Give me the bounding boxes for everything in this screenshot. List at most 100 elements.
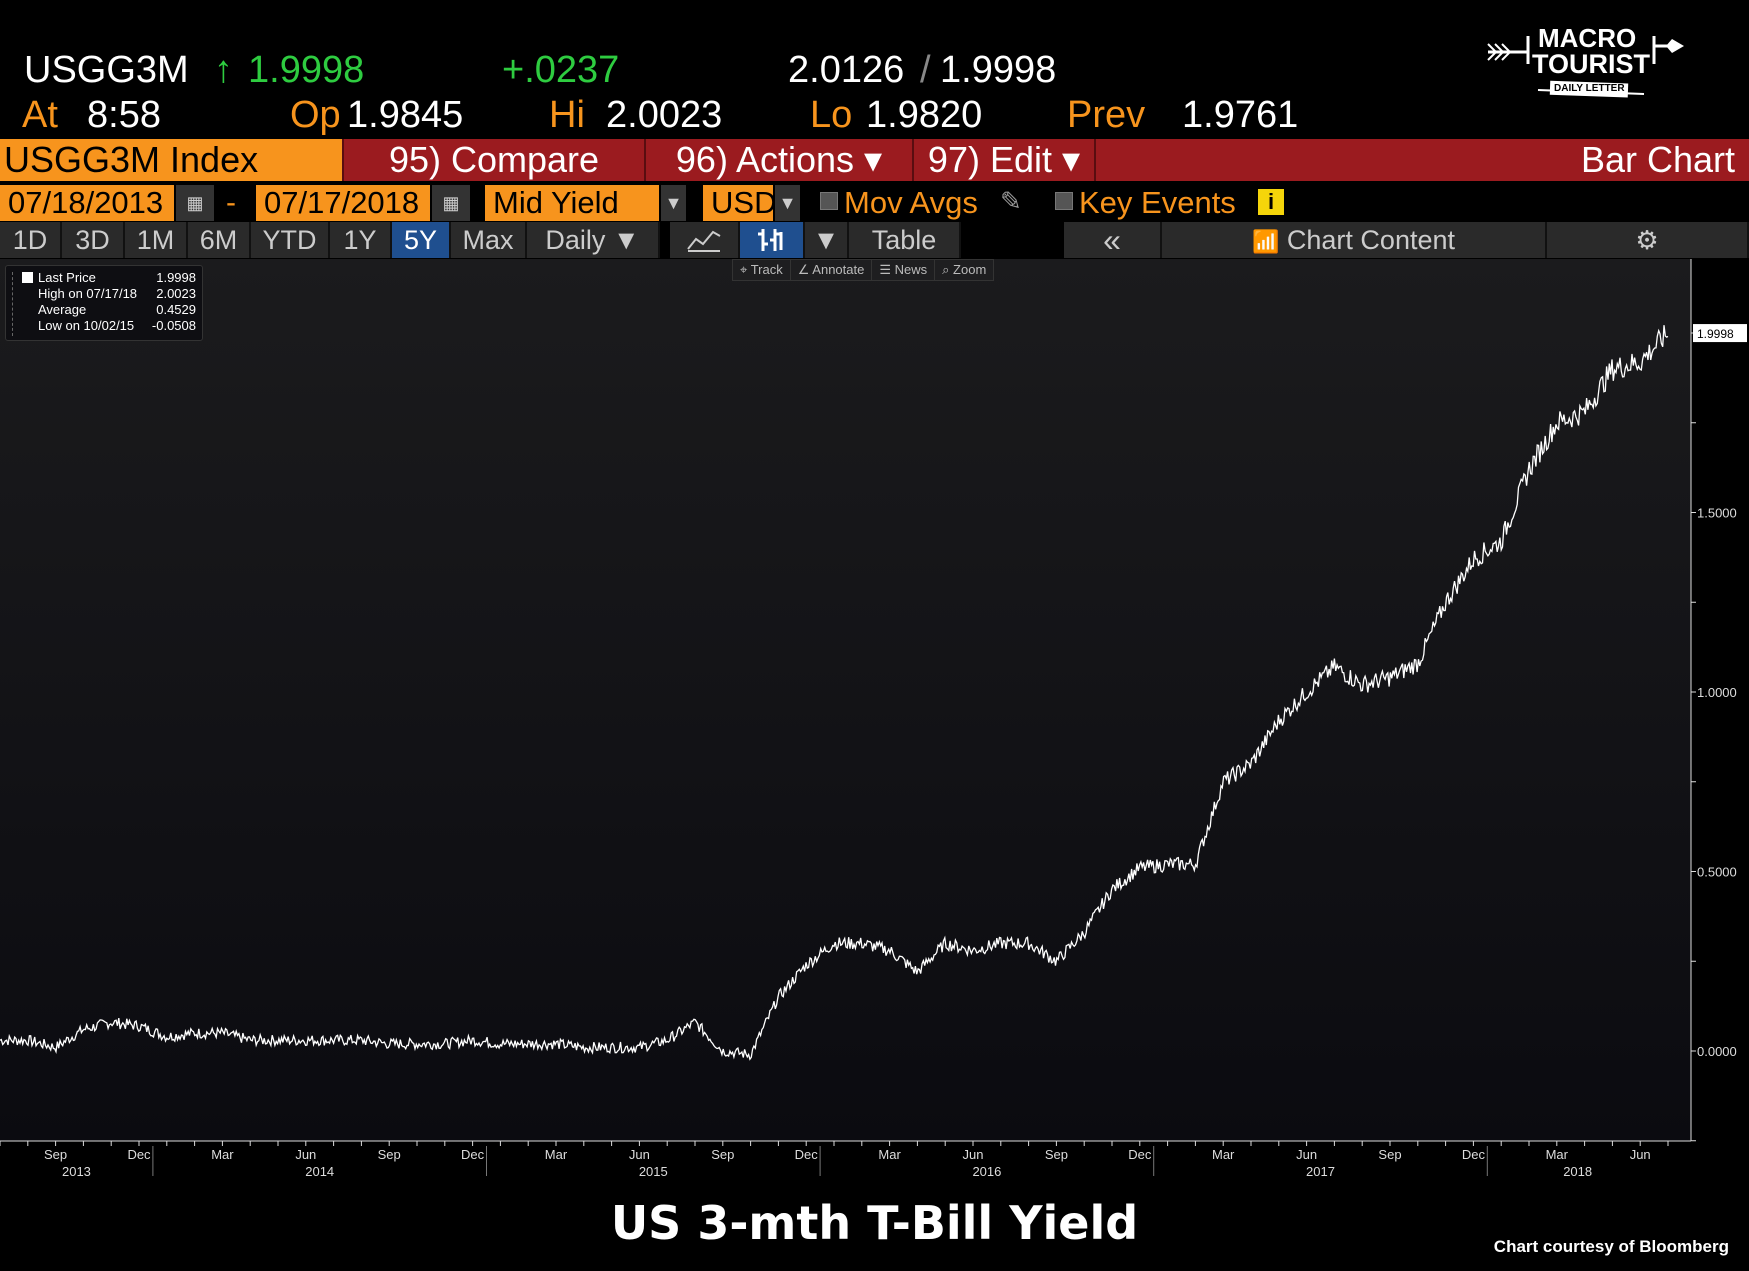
x-tick-label: Sep [1045,1147,1068,1162]
chart-credit: Chart courtesy of Bloomberg [1493,1237,1729,1256]
x-tick-label: Dec [795,1147,819,1162]
collapse-button[interactable]: « [1064,222,1162,258]
date-dash: - [226,186,236,219]
legend-value: -0.0508 [151,318,196,333]
compare-button[interactable]: 95) Compare [344,139,646,181]
start-date-input[interactable]: 07/18/2013 [0,185,174,221]
y-tick-label: 1.0000 [1697,685,1737,700]
ask: 1.9998 [940,49,1057,91]
x-tick-label: Dec [461,1147,485,1162]
end-date-input[interactable]: 07/17/2018 [256,185,430,221]
menu-bar: USGG3M Index 95) Compare 96) Actions ▾ 9… [0,139,1749,181]
field-dropdown-icon[interactable]: ▼ [661,185,686,221]
logo-line3: DAILY LETTER [1554,83,1625,94]
year-label: 2013 [62,1164,91,1179]
end-calendar-icon[interactable]: ▦ [432,185,470,221]
key-events-label: Key Events [1079,185,1236,220]
line-chart-icon[interactable] [670,222,740,258]
chart-style-dropdown[interactable]: ▼ [805,222,849,258]
y-tick-label: 0.0000 [1697,1044,1737,1059]
legend-label: Low on 10/02/15 [38,318,135,333]
year-label: 2018 [1563,1164,1592,1179]
price-series [0,325,1669,1061]
macro-tourist-logo: MACRO TOURIST DAILY LETTER [1486,24,1696,100]
range-3d[interactable]: 3D [62,222,125,258]
last-price-swatch [22,272,33,283]
x-tick-label: Mar [545,1147,568,1162]
open-label: Op [290,94,341,136]
legend-label: Average [38,302,87,317]
range-6m[interactable]: 6M [188,222,251,258]
legend: Last Price 1.9998 High on 07/17/18 2.0023 … [5,265,203,341]
x-tick-label: Sep [711,1147,734,1162]
news-tool[interactable]: ☰ News [872,260,936,280]
range-1y[interactable]: 1Y [330,222,392,258]
high-value: 2.0023 [606,94,723,136]
security-field[interactable]: USGG3M Index [0,139,344,181]
legend-item: Last Price 1.9998 [38,270,196,286]
key-events-checkbox[interactable] [1055,192,1073,210]
year-label: 2017 [1306,1164,1335,1179]
legend-value: 1.9998 [156,270,196,285]
bid-ask-separator: / [920,49,931,91]
up-arrow-icon: ↑ [214,49,233,91]
chart-content-button[interactable]: 📶 Chart Content [1162,222,1547,258]
legend-value: 0.4529 [156,302,196,317]
legend-item: High on 07/17/18 2.0023 [38,286,196,302]
legend-item: Low on 10/02/15 -0.0508 [38,318,196,334]
chart-tools: ⌖ Track ∠ Annotate ☰ News ⌕ Zoom [732,259,995,281]
pencil-icon[interactable]: ✎ [1000,186,1022,216]
prev-value: 1.9761 [1182,94,1299,136]
x-tick-label: Jun [629,1147,650,1162]
y-tick-label: 1.5000 [1697,506,1737,521]
legend-tree [12,272,20,336]
currency-dropdown-icon[interactable]: ▼ [775,185,800,221]
edit-menu[interactable]: 97) Edit ▾ [914,139,1096,181]
time: 8:58 [87,94,161,136]
table-button[interactable]: Table [849,222,961,258]
zoom-tool[interactable]: ⌕ Zoom [942,262,987,277]
price-chart: 0.0000 0.5000 1.0000 1.5000 1.9998 Sep Dec Mar J… [0,259,1747,1179]
bar-chart-icon[interactable] [740,222,805,258]
open-value: 1.9845 [347,94,464,136]
range-1d[interactable]: 1D [0,222,62,258]
field-select[interactable]: Mid Yield [485,185,659,221]
logo-line1: MACRO [1538,23,1637,53]
x-tick-label: Dec [1128,1147,1152,1162]
x-tick-label: Sep [1378,1147,1401,1162]
plot-area[interactable] [0,259,1691,1141]
x-tick-label: Mar [1212,1147,1235,1162]
track-tool[interactable]: ⌖ Track [733,260,791,280]
high-label: Hi [549,94,585,136]
chart-type-label: Bar Chart [1580,139,1735,180]
legend-label: Last Price [38,270,96,285]
x-tick-label: Mar [878,1147,901,1162]
currency-select[interactable]: USD [703,185,776,221]
chart-content-label: Chart Content [1286,225,1455,255]
range-ytd[interactable]: YTD [251,222,330,258]
range-5y[interactable]: 5Y [392,222,451,258]
x-tick-label: Mar [1546,1147,1569,1162]
x-tick-label: Jun [295,1147,316,1162]
prev-label: Prev [1067,94,1146,136]
last-price-tag [1693,324,1747,343]
x-tick-label: Dec [127,1147,151,1162]
actions-menu[interactable]: 96) Actions ▾ [646,139,914,181]
net-change: +.0237 [502,49,620,91]
x-tick-label: Sep [44,1147,67,1162]
low-value: 1.9820 [866,94,983,136]
legend-item: Average 0.4529 [38,302,196,318]
frequency-select[interactable]: Daily ▼ [527,222,660,258]
range-max[interactable]: Max [451,222,527,258]
settings-gear-icon[interactable]: ⚙ [1547,222,1749,258]
info-icon[interactable]: i [1258,189,1284,215]
mov-avgs-checkbox[interactable] [820,192,838,210]
logo-line2: TOURIST [1532,49,1651,79]
range-1m[interactable]: 1M [125,222,188,258]
chart-content-icon: 📶 [1251,229,1280,254]
annotate-tool[interactable]: ∠ Annotate [791,260,873,280]
start-calendar-icon[interactable]: ▦ [176,185,214,221]
at-label: At [22,94,58,136]
chart-title: US 3-mth T-Bill Yield [610,1196,1139,1250]
x-tick-label: Mar [211,1147,234,1162]
